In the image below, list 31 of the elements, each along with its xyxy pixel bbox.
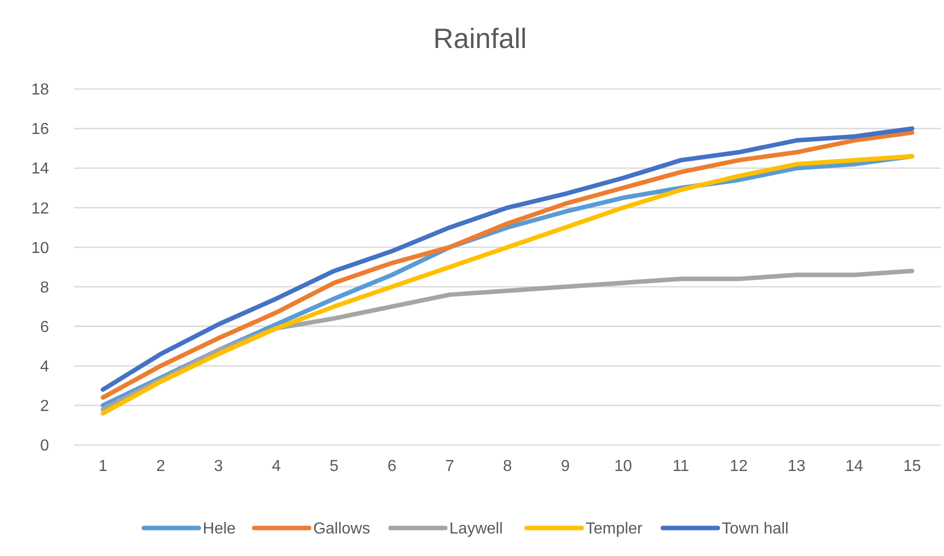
x-tick-label: 13 <box>788 458 806 475</box>
x-tick-label: 1 <box>98 458 108 475</box>
x-tick-label: 15 <box>903 458 922 475</box>
y-tick-label: 12 <box>31 200 50 218</box>
legend-label: Town hall <box>722 520 789 538</box>
x-tick-label: 10 <box>614 458 632 475</box>
y-tick-label: 18 <box>31 82 50 99</box>
x-tick-label: 3 <box>214 458 224 475</box>
x-tick-label: 7 <box>445 458 454 475</box>
x-tick-label: 12 <box>730 458 748 475</box>
legend-label: Gallows <box>313 520 370 538</box>
y-tick-label: 4 <box>40 358 50 376</box>
x-tick-label: 9 <box>560 458 570 475</box>
x-tick-label: 6 <box>387 458 396 475</box>
chart-title: Rainfall <box>433 23 527 54</box>
x-tick-label: 2 <box>156 458 166 475</box>
legend-label: Hele <box>202 520 236 538</box>
legend-label: Laywell <box>449 520 503 538</box>
y-tick-label: 0 <box>40 438 50 455</box>
x-tick-label: 8 <box>503 458 512 475</box>
x-tick-label: 5 <box>330 458 339 475</box>
y-tick-label: 16 <box>31 121 50 138</box>
y-tick-label: 8 <box>40 279 50 296</box>
y-tick-label: 2 <box>40 398 50 416</box>
y-tick-label: 6 <box>40 318 50 336</box>
x-tick-label: 4 <box>272 458 281 475</box>
x-tick-label: 14 <box>845 458 864 475</box>
x-tick-label: 11 <box>672 458 690 475</box>
y-tick-label: 14 <box>31 160 50 178</box>
legend-label: Templer <box>586 520 644 538</box>
y-tick-label: 10 <box>31 240 50 257</box>
